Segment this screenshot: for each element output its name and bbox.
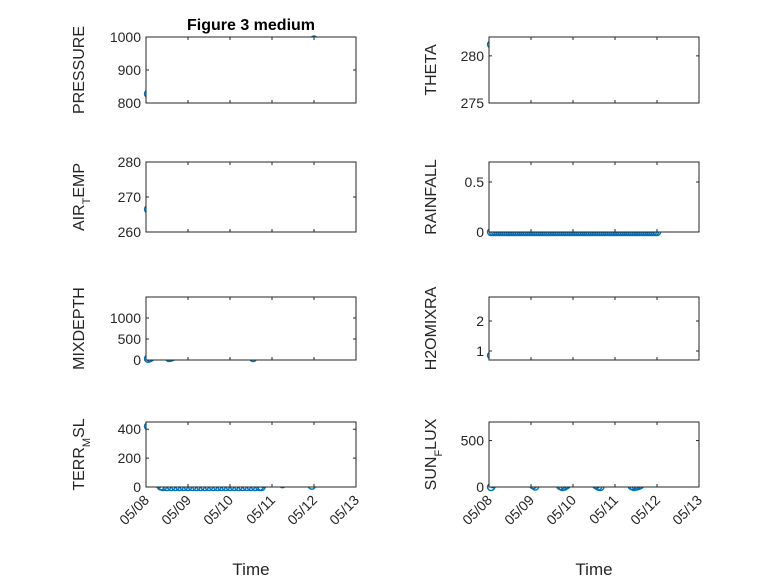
panel-pressure: 800 900 1000 PRESSURE <box>71 26 357 114</box>
y-tick-label: 500 <box>461 433 485 449</box>
y-tick-label: 800 <box>118 95 142 111</box>
y-tick-label: 400 <box>118 421 142 437</box>
label-part: SL <box>71 418 88 438</box>
axes-frame <box>488 421 700 488</box>
axes-frame <box>145 161 357 233</box>
axes-frame <box>488 296 700 361</box>
panel-theta: 275 280 THETA <box>423 36 700 111</box>
y-tick-label: 280 <box>461 48 485 64</box>
y-tick-label: 260 <box>118 224 142 240</box>
y-tick-label: 500 <box>118 331 142 347</box>
y-tick-label: 900 <box>118 62 142 78</box>
axes-frame <box>488 36 700 104</box>
y-tick-label: 0.5 <box>465 174 485 190</box>
y-tick-label: 280 <box>118 154 142 170</box>
axes-frame <box>488 161 700 233</box>
label-part: EMP <box>71 163 88 198</box>
figure-title: Figure 3 medium <box>187 17 315 34</box>
x-axis-label-left: Time <box>232 560 269 579</box>
y-axis-label: PRESSURE <box>71 26 88 114</box>
y-axis-label: AIRTEMP <box>71 163 93 231</box>
y-tick-label: 0 <box>476 224 484 240</box>
y-tick-label: 0 <box>133 479 141 495</box>
label-part: AIR <box>71 204 88 231</box>
y-axis-label: H2OMIXRA <box>423 286 440 370</box>
y-axis-label: SUNFLUX <box>423 418 445 490</box>
y-tick-label: 275 <box>461 95 485 111</box>
y-tick-label: 1 <box>476 343 484 359</box>
panel-air-temp: 260 270 280 AIRTEMP <box>71 154 357 240</box>
y-tick-label: 1000 <box>110 310 141 326</box>
label-subscript: F <box>433 450 445 457</box>
y-tick-label: 2 <box>476 313 484 329</box>
panel-h2omixra: 1 2 H2OMIXRA <box>423 286 700 370</box>
y-tick-label: 1000 <box>110 29 141 45</box>
panel-rainfall: 0 0.5 RAINFALL <box>423 159 700 240</box>
y-tick-label: 0 <box>476 479 484 495</box>
y-tick-label: 270 <box>118 189 142 205</box>
y-axis-label: THETA <box>423 44 440 96</box>
axes-frame <box>145 296 357 361</box>
label-part: LUX <box>423 418 440 449</box>
y-axis-label: MIXDEPTH <box>71 287 88 370</box>
label-part: TERR <box>71 447 88 491</box>
x-axis-label-right: Time <box>575 560 612 579</box>
y-axis-label: RAINFALL <box>423 159 440 235</box>
label-subscript: T <box>81 197 93 204</box>
label-subscript: M <box>81 438 93 447</box>
y-tick-label: 200 <box>118 450 142 466</box>
y-tick-label: 0 <box>133 352 141 368</box>
panel-mixdepth: 0 500 1000 MIXDEPTH <box>71 287 357 370</box>
y-axis-label: TERRMSL <box>71 418 93 490</box>
axes-frame <box>145 36 357 104</box>
label-part: SUN <box>423 457 440 491</box>
axes-frame <box>145 421 357 488</box>
